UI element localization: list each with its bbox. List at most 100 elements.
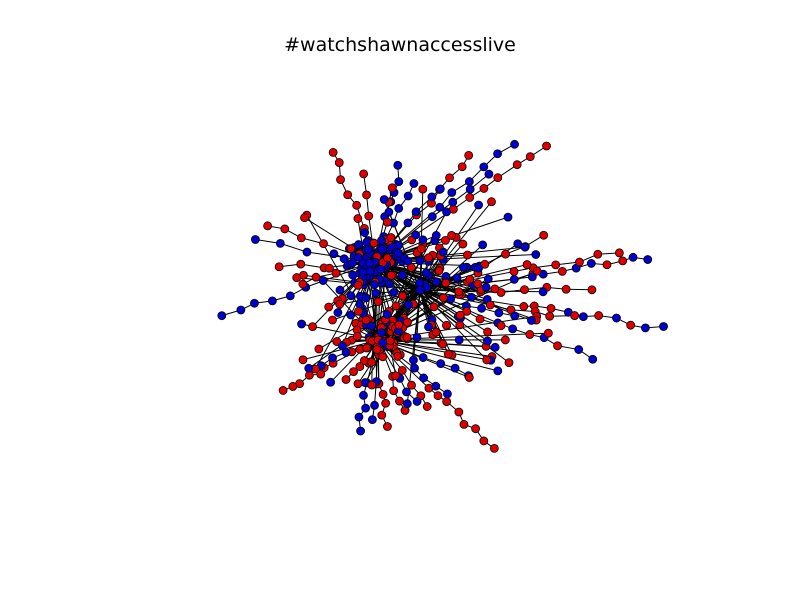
graph-node-red (485, 300, 495, 310)
graph-node-blue (478, 240, 488, 250)
graph-edge (374, 216, 433, 263)
graph-node-blue (467, 292, 476, 302)
graph-node-blue (510, 139, 519, 149)
graph-node-blue (367, 415, 377, 424)
graph-node-blue (409, 179, 419, 188)
graph-edge (308, 289, 421, 369)
graph-node-blue (412, 397, 422, 406)
graph-node-red (454, 407, 464, 417)
graph-node-red (551, 260, 561, 270)
graph-node-blue (394, 240, 403, 250)
graph-node-blue (447, 188, 457, 197)
graph-node-red (542, 141, 551, 151)
graph-node-red (509, 267, 519, 276)
graph-node-blue (438, 247, 448, 257)
graph-node-blue (493, 149, 502, 159)
graph-node-blue (418, 353, 428, 362)
graph-node-blue (527, 272, 537, 282)
graph-node-blue (419, 373, 429, 383)
graph-node-red (455, 310, 465, 320)
graph-node-blue (474, 200, 483, 210)
figure-title: #watchshawnaccesslive (284, 34, 516, 56)
graph-node-red (587, 285, 597, 295)
graph-edge (419, 289, 429, 327)
graph-node-blue (586, 259, 596, 268)
graph-node-red (387, 183, 397, 193)
graph-node-red (353, 379, 363, 389)
graph-node-red (296, 233, 306, 243)
graph-edge (419, 289, 488, 361)
graph-node-red (314, 344, 324, 354)
graph-node-blue (435, 202, 445, 212)
graph-node-red (382, 217, 392, 227)
graph-node-blue (483, 274, 493, 284)
graph-node-blue (377, 236, 386, 245)
graph-node-blue (431, 381, 441, 391)
graph-node-red (361, 315, 371, 325)
graph-node-red (434, 266, 444, 276)
graph-node-red (465, 193, 475, 202)
graph-node-blue (509, 274, 519, 284)
graph-node-red (369, 238, 379, 248)
graph-node-blue (427, 192, 437, 202)
graph-node-red (349, 367, 358, 377)
graph-node-red (546, 304, 556, 313)
graph-node-blue (574, 345, 584, 354)
graph-node-blue (397, 270, 407, 280)
graph-node-blue (348, 258, 357, 268)
graph-node-blue (362, 237, 372, 247)
graph-node-red (389, 386, 399, 396)
graph-node-red (459, 419, 469, 429)
graph-node-blue (339, 254, 349, 264)
graph-node-blue (379, 195, 389, 204)
graph-node-blue (659, 322, 668, 331)
graph-node-blue (436, 359, 446, 369)
graph-node-blue (275, 239, 285, 248)
graph-node-blue (217, 311, 227, 321)
graph-node-blue (459, 262, 468, 272)
graph-node-blue (415, 285, 425, 295)
graph-node-blue (450, 363, 460, 373)
graph-node-red (383, 253, 392, 263)
graph-node-blue (431, 231, 441, 240)
graph-node-red (442, 320, 451, 330)
graph-node-red (464, 150, 474, 160)
graph-node-blue (643, 255, 653, 264)
graph-node-red (487, 197, 496, 207)
graph-node-blue (454, 335, 464, 345)
graph-node-red (512, 160, 522, 170)
graph-node-red (463, 250, 472, 260)
graph-node-red (274, 262, 284, 272)
graph-node-red (278, 386, 288, 395)
graph-node-red (539, 230, 549, 240)
graph-node-red (373, 297, 383, 307)
graph-node-red (355, 362, 365, 371)
graph-node-blue (510, 311, 520, 321)
graph-node-blue (318, 276, 328, 285)
graph-node-red (445, 173, 454, 183)
graph-node-blue (513, 239, 523, 249)
graph-node-red (431, 327, 441, 337)
graph-node-blue (452, 273, 462, 283)
graph-node-blue (365, 258, 375, 268)
graph-node-red (395, 396, 404, 406)
graph-node-blue (360, 228, 370, 237)
graph-node-red (334, 158, 344, 167)
graph-node-red (525, 330, 535, 339)
graph-node-blue (410, 363, 419, 373)
graph-node-red (398, 291, 407, 301)
graph-node-red (504, 358, 514, 368)
graph-node-blue (481, 282, 491, 292)
graph-node-red (393, 352, 403, 361)
graph-node-blue (338, 341, 347, 351)
graph-node-red (328, 315, 337, 325)
graph-node-blue (361, 403, 371, 413)
graph-node-red (336, 175, 345, 185)
graph-node-red (465, 274, 475, 284)
graph-node-red (407, 380, 416, 390)
graph-node-red (557, 266, 567, 276)
graph-node-red (454, 287, 464, 297)
graph-node-red (300, 213, 309, 223)
graph-node-blue (508, 324, 518, 334)
graph-node-red (402, 333, 412, 342)
